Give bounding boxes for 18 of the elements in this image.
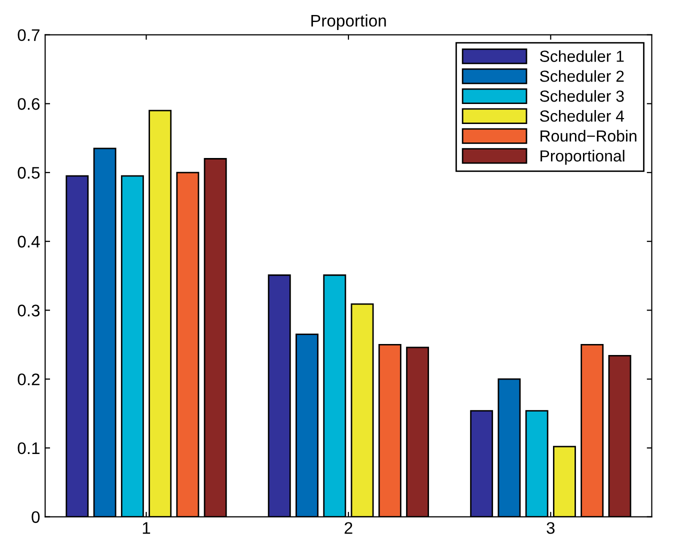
y-tick-label: 0.1	[18, 442, 40, 454]
y-tick-label: 0.3	[18, 304, 40, 316]
y-tick-label: 0.5	[18, 166, 40, 179]
y-tick-label: 0	[32, 511, 40, 524]
legend-label: Scheduler 2	[540, 70, 624, 82]
legend-label: Proportional	[540, 150, 624, 165]
x-tick-label: 2	[344, 522, 352, 534]
legend-label: Scheduler 4	[540, 110, 624, 122]
legend-label: Scheduler 1	[540, 50, 624, 62]
x-tick-label: 3	[546, 522, 555, 534]
y-tick-label: 0.7	[18, 29, 40, 42]
y-tick-label: 0.6	[18, 98, 40, 110]
legend-label: Round−Robin	[540, 130, 636, 142]
y-tick-label: 0.4	[18, 236, 40, 248]
x-tick-label: 1	[142, 522, 150, 534]
legend-label: Scheduler 3	[540, 90, 624, 102]
chart-title: Proportion	[311, 14, 386, 30]
y-tick-label: 0.2	[18, 373, 40, 386]
